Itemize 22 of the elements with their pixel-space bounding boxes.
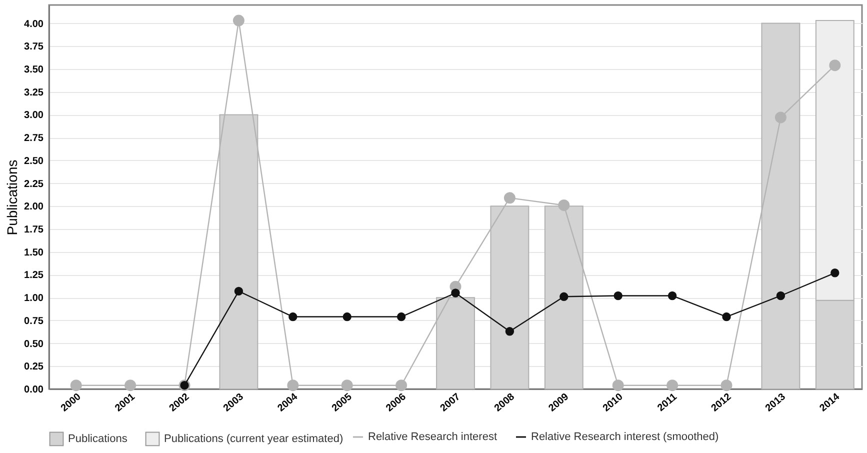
y-tick-label: 0.00 bbox=[24, 384, 44, 396]
y-tick-label: 3.50 bbox=[24, 64, 44, 76]
y-tick-label: 3.25 bbox=[24, 87, 44, 98]
y-tick-label: 2.25 bbox=[24, 178, 44, 190]
legend-label: Publications (current year estimated) bbox=[164, 432, 344, 445]
y-tick-label: 3.00 bbox=[24, 110, 44, 122]
y-tick-label: 0.50 bbox=[24, 338, 44, 350]
legend-label: Publications bbox=[68, 432, 128, 445]
y-tick-label: 1.50 bbox=[24, 247, 44, 258]
y-tick-label: 0.25 bbox=[24, 362, 44, 373]
y-tick-label: 1.00 bbox=[24, 293, 44, 304]
y-tick-label: 2.50 bbox=[24, 156, 44, 167]
y-axis-title: Publications bbox=[4, 160, 20, 236]
y-tick-label: 2.00 bbox=[24, 202, 44, 213]
y-tick-label: 4.00 bbox=[24, 18, 44, 30]
y-tick-label: 1.75 bbox=[24, 224, 44, 236]
y-tick-label: 3.75 bbox=[24, 42, 44, 53]
legend-label: Relative Research interest (smoothed) bbox=[531, 431, 719, 443]
y-tick-label: 2.75 bbox=[24, 133, 44, 144]
legend-label: Relative Research interest bbox=[368, 431, 498, 443]
y-tick-label: 0.75 bbox=[24, 316, 44, 327]
y-tick-label: 1.25 bbox=[24, 270, 44, 282]
